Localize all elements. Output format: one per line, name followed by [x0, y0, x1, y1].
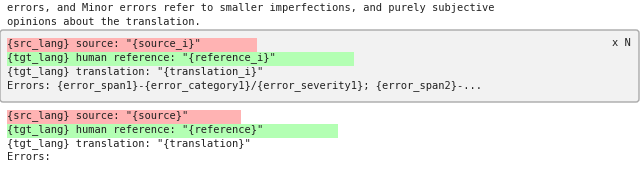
Bar [7, 110, 241, 124]
Text: errors, and Minor errors refer to smaller imperfections, and purely subjective: errors, and Minor errors refer to smalle… [7, 3, 495, 13]
Text: x N: x N [612, 38, 631, 48]
Text: {tgt_lang} human reference: "{reference_i}": {tgt_lang} human reference: "{reference_… [7, 52, 276, 63]
Bar [7, 38, 257, 52]
Text: {tgt_lang} human reference: "{reference}": {tgt_lang} human reference: "{reference}… [7, 124, 263, 135]
FancyBboxPatch shape [0, 30, 639, 102]
Text: {tgt_lang} translation: "{translation}": {tgt_lang} translation: "{translation}" [7, 138, 251, 149]
Text: Errors: {error_span1}-{error_category1}/{error_severity1}; {error_span2}-...: Errors: {error_span1}-{error_category1}/… [7, 80, 482, 91]
Text: {src_lang} source: "{source}": {src_lang} source: "{source}" [7, 110, 188, 121]
Text: Errors:: Errors: [7, 152, 51, 162]
Text: opinions about the translation.: opinions about the translation. [7, 17, 201, 27]
Bar [7, 124, 338, 138]
Text: {tgt_lang} translation: "{translation_i}": {tgt_lang} translation: "{translation_i}… [7, 66, 263, 77]
Text: {src_lang} source: "{source_i}": {src_lang} source: "{source_i}" [7, 38, 201, 49]
Bar [7, 52, 354, 66]
